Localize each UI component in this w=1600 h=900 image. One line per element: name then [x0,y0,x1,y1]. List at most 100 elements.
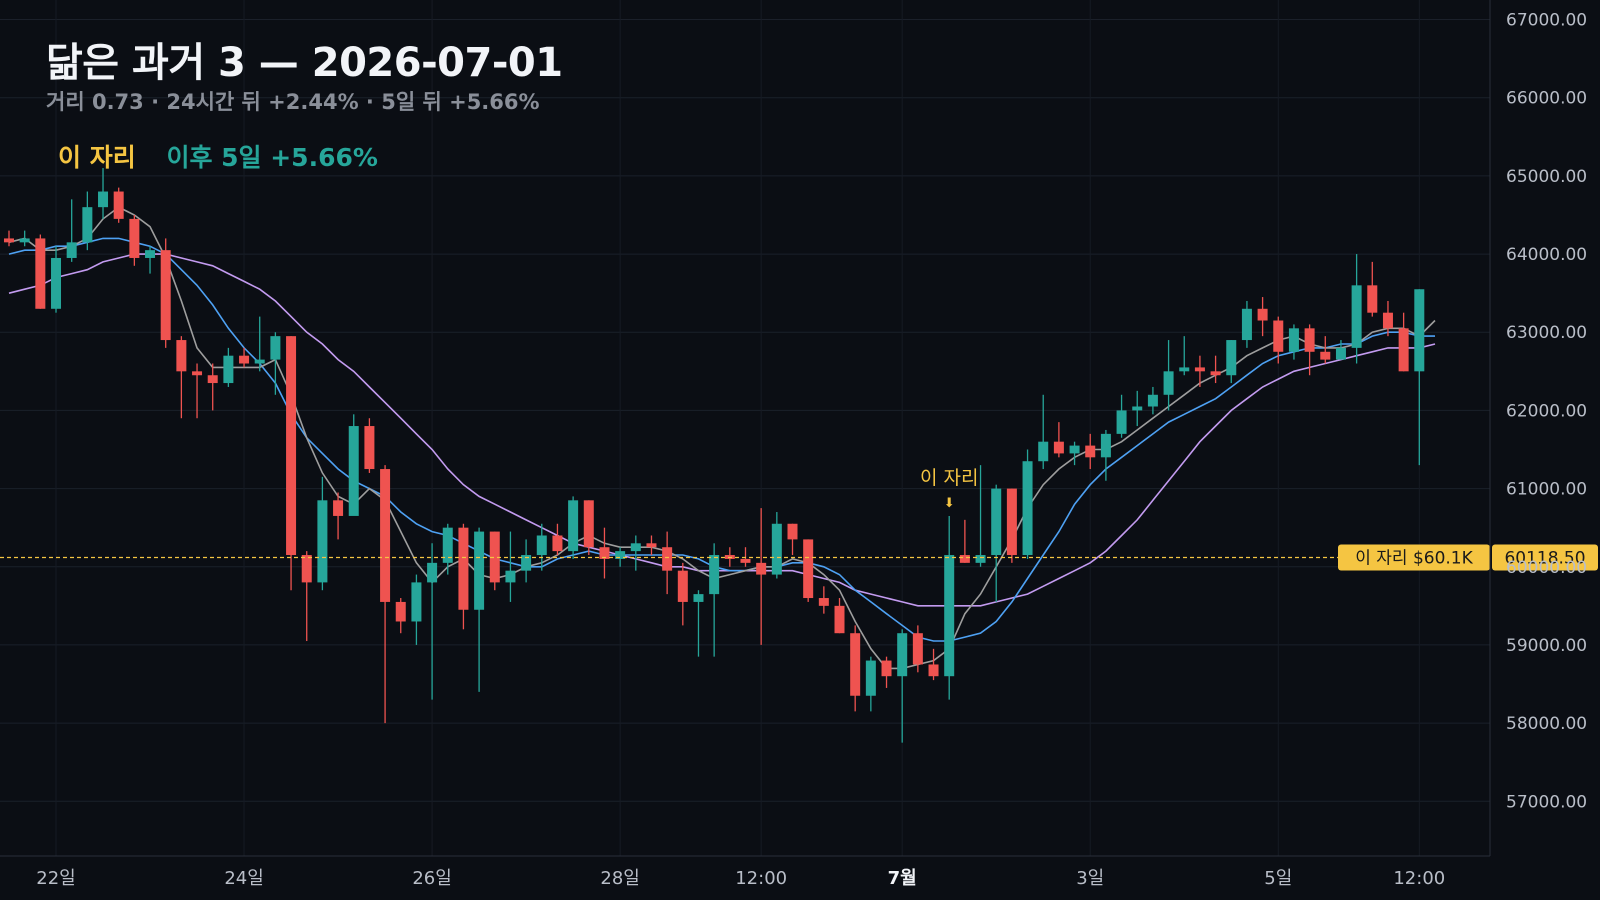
candle-body [427,562,438,583]
y-tick-label: 60000.00 [1506,558,1587,578]
price-axis-box [1492,544,1598,571]
legend-here-label: 이 자리 [58,143,136,172]
candle-body [1210,371,1221,376]
candle [458,523,469,630]
annotation-arrow-icon: ⬇ [944,496,955,511]
candle [270,332,281,395]
price-axis-label: 60118.50 [1504,548,1585,568]
chart-title: 닮은 과거 3 — 2026-07-01 [46,40,563,86]
candle [1038,394,1049,470]
candle-body [223,355,234,384]
candle-body [1351,285,1362,348]
candle [1006,488,1017,563]
candle-body [160,250,171,341]
candle [254,316,265,372]
candle-body [489,531,500,583]
candle-body [1273,320,1284,352]
candle-body [4,238,14,243]
candle [615,547,626,567]
candle [317,476,328,591]
candle [1194,355,1205,387]
candle [865,656,876,712]
candle [959,519,970,563]
candle-body [646,543,657,548]
candle-body [239,355,250,364]
candle [301,551,312,642]
candle [82,191,93,251]
candle-body [145,250,156,258]
y-tick-label: 66000.00 [1506,89,1587,109]
candle [662,531,673,595]
candle [333,492,344,540]
ma-slow-line [8,253,1436,607]
candle [129,214,140,266]
candle [1304,324,1315,376]
x-tick-label: 7월 [888,868,917,889]
candle-body [286,336,297,556]
y-tick-label: 62000.00 [1506,401,1587,421]
candle [756,508,767,645]
candle-body [881,660,892,677]
x-tick-label: 5일 [1264,868,1292,889]
candle-body [1116,410,1127,434]
candle-body [207,375,218,384]
candle [207,363,218,411]
candle [35,234,46,309]
price-line: 이 자리 $60.1K 60118.50 [0,544,1598,571]
candle [395,598,406,634]
candle-body [1304,328,1315,352]
candle-body [192,371,203,376]
candle-body [865,660,876,696]
candle-body [254,359,265,364]
candle-body [1085,445,1096,458]
candle [1335,340,1346,360]
y-tick-label: 67000.00 [1506,11,1587,31]
candle-body [1053,441,1064,454]
candle-body [521,555,532,571]
candle [1288,324,1299,360]
candle-body [1320,351,1331,360]
y-tick-label: 63000.00 [1506,323,1587,343]
candle [1367,261,1378,317]
candle-body [270,336,281,360]
x-axis: 22일 24일 26일 28일 12:00 7월 3일 5일 12:00 [0,855,1490,889]
candle-body [1069,445,1080,454]
annotation-label: 이 자리 [920,467,978,489]
candle [646,535,657,556]
candle [1053,422,1064,458]
candle [505,531,516,602]
candle [1100,429,1111,481]
candle [536,523,547,571]
candle-body [912,633,923,665]
candle-body [1382,312,1393,329]
candle [19,230,30,247]
candle-body [818,598,829,606]
candle [113,187,124,223]
candle-body [1398,328,1409,372]
candle-body [474,531,485,610]
candle [1382,300,1393,337]
candle [1147,386,1158,415]
candle [677,562,688,626]
candle-body [505,570,516,583]
candle [1351,254,1362,364]
moving-averages [8,206,1436,670]
x-tick-label: 26일 [412,868,451,889]
candle [787,523,798,556]
candle-body [1414,289,1425,372]
candle [1226,340,1237,384]
candle [850,625,861,712]
candle [411,574,422,645]
candle [427,543,438,700]
candle [1179,336,1190,376]
candle-body [552,535,563,552]
candle [803,539,814,602]
candle [771,512,782,579]
candle-body [1132,406,1143,411]
candle-body [364,426,375,470]
candle [223,347,234,387]
candle-body [1006,488,1017,556]
candle-body [959,555,970,563]
candle-body [850,633,861,696]
